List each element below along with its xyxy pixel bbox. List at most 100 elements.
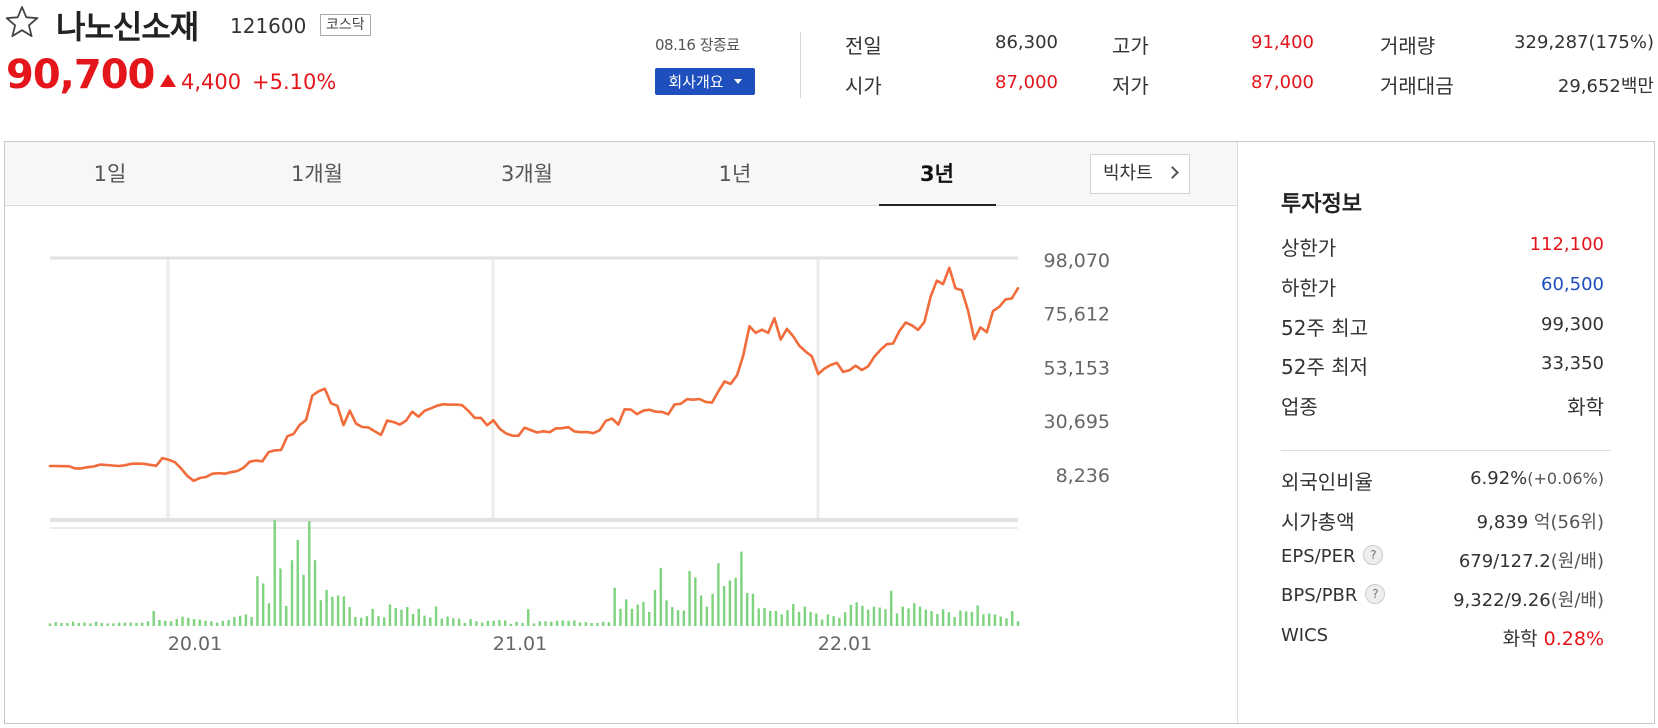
volume-bar bbox=[434, 606, 438, 626]
price-chart[interactable]: 98,070 75,612 53,153 30,695 8,236 20.01 21.01 2… bbox=[5, 206, 1237, 723]
volume-bar bbox=[204, 620, 207, 626]
volume-bar bbox=[135, 622, 138, 626]
volume-bar bbox=[273, 520, 276, 626]
chevron-right-icon bbox=[1166, 166, 1179, 179]
y-tick-label: 98,070 bbox=[1044, 250, 1110, 272]
volume-bar bbox=[803, 606, 807, 626]
volume-bar bbox=[140, 622, 144, 626]
volume-bar bbox=[377, 616, 380, 626]
tab-1y[interactable]: 1년 bbox=[718, 162, 752, 186]
price-change-rate: +5.10% bbox=[252, 70, 337, 94]
x-tick-label: 22.01 bbox=[818, 633, 872, 655]
volume-bar bbox=[878, 607, 881, 626]
volume-bar bbox=[48, 623, 52, 626]
volume-bar bbox=[400, 609, 403, 626]
volume-bar bbox=[757, 608, 760, 626]
volume-bar bbox=[538, 621, 541, 626]
company-overview-button[interactable]: 회사개요 bbox=[655, 68, 755, 95]
volume-bar bbox=[590, 622, 593, 626]
volume-bar bbox=[106, 623, 109, 626]
volume-bar bbox=[210, 621, 213, 626]
volume-bar bbox=[936, 613, 939, 626]
volume-bar bbox=[786, 610, 789, 626]
volume-bar bbox=[406, 607, 409, 626]
volume-bar bbox=[763, 607, 766, 626]
volume-bar bbox=[630, 608, 634, 626]
stock-name: 나노신소재 bbox=[56, 8, 199, 46]
volume-bar bbox=[480, 622, 484, 626]
volume-bar bbox=[417, 608, 420, 626]
volume-bar bbox=[809, 611, 812, 626]
wics-change: 0.28% bbox=[1543, 628, 1604, 650]
volume-bar bbox=[636, 604, 639, 626]
y-tick-label: 8,236 bbox=[1056, 465, 1110, 487]
header-divider bbox=[800, 32, 801, 98]
volume-bar bbox=[279, 568, 282, 626]
volume-bar bbox=[659, 567, 662, 626]
low-value: 87,000 bbox=[1251, 72, 1314, 93]
tab-3y[interactable]: 3년 bbox=[920, 162, 954, 186]
market-cap: 9,839 bbox=[1476, 512, 1529, 533]
market-cap-unit: 억(56위) bbox=[1533, 512, 1604, 533]
volume-bar bbox=[682, 610, 686, 626]
volume-bar bbox=[446, 616, 449, 626]
volume-bar bbox=[907, 608, 910, 626]
volume-bar bbox=[256, 576, 259, 626]
volume-bar bbox=[285, 605, 288, 626]
volume-bar bbox=[509, 623, 513, 626]
volume-bar bbox=[884, 609, 887, 626]
volume-bar bbox=[394, 607, 397, 626]
volume-bar bbox=[336, 595, 340, 626]
wics-sector[interactable]: 화학 bbox=[1502, 628, 1538, 650]
volume-bar bbox=[348, 607, 351, 626]
volume-bar bbox=[1016, 621, 1020, 626]
volume-bar bbox=[578, 622, 582, 626]
help-icon[interactable]: ? bbox=[1365, 584, 1386, 604]
volume-bar bbox=[815, 613, 818, 626]
volume-bar bbox=[642, 601, 645, 626]
volume-bar bbox=[930, 610, 933, 626]
caret-down-icon bbox=[733, 79, 742, 84]
volume-bar bbox=[964, 611, 968, 626]
tab-1d[interactable]: 1일 bbox=[93, 162, 127, 186]
volume-bar bbox=[584, 622, 588, 626]
eps-per-unit: (원/배) bbox=[1550, 551, 1604, 572]
volume-bar bbox=[244, 614, 248, 626]
volume-bar bbox=[728, 580, 732, 626]
volume-bar bbox=[261, 583, 265, 626]
price-change: 4,400 bbox=[160, 70, 241, 94]
market-badge: 코스닥 bbox=[320, 14, 371, 36]
wics-label: WICS bbox=[1281, 625, 1329, 646]
volume-bar bbox=[521, 622, 524, 626]
volume-bar bbox=[152, 610, 155, 626]
volume-bar bbox=[619, 608, 622, 626]
favorite-star-icon[interactable] bbox=[4, 4, 40, 40]
volume-bar bbox=[198, 619, 202, 626]
bigchart-button[interactable]: 빅차트 bbox=[1090, 154, 1190, 194]
eps-per-label: EPS/PER? bbox=[1281, 545, 1384, 567]
tab-1m[interactable]: 1개월 bbox=[290, 162, 343, 186]
volume-bar bbox=[83, 622, 86, 626]
volume-bar bbox=[187, 617, 190, 626]
side-divider bbox=[1237, 142, 1238, 723]
volume-bar bbox=[475, 621, 478, 626]
high-52w-label: 52주 최고 bbox=[1281, 316, 1369, 340]
market-cap-label: 시가총액 bbox=[1281, 510, 1355, 534]
volume-bar bbox=[267, 603, 271, 626]
industry-link[interactable]: 화학 bbox=[1567, 395, 1604, 419]
tab-3m[interactable]: 3개월 bbox=[500, 162, 553, 186]
market-status: 08.16 장종료 bbox=[655, 36, 740, 54]
volume-bar bbox=[550, 621, 553, 626]
volume-bar bbox=[221, 620, 225, 626]
volume-bar bbox=[832, 616, 835, 626]
volume-bar bbox=[855, 602, 858, 626]
investment-divider bbox=[1281, 450, 1611, 451]
upper-limit-label: 상한가 bbox=[1281, 236, 1337, 260]
volume-bar bbox=[613, 587, 616, 626]
volume-bar bbox=[561, 620, 565, 626]
volume-bar bbox=[976, 605, 979, 626]
volume-bar bbox=[469, 619, 472, 626]
volume-bar bbox=[117, 622, 121, 626]
help-icon[interactable]: ? bbox=[1363, 545, 1384, 565]
high-label: 고가 bbox=[1112, 34, 1149, 58]
